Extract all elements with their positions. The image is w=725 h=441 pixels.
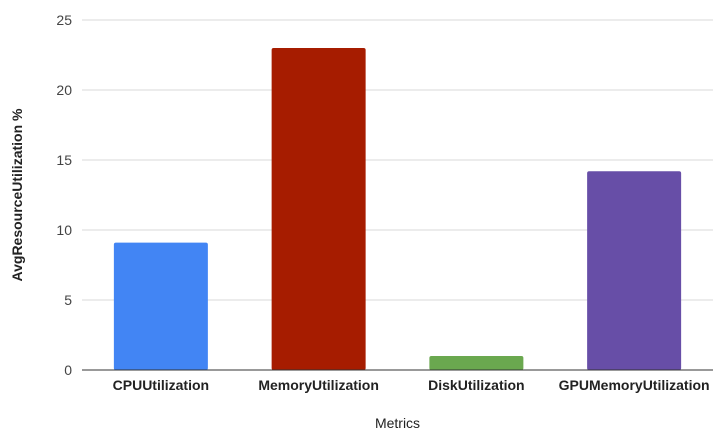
y-tick-label: 10 <box>56 222 72 238</box>
y-tick-label: 20 <box>56 82 72 98</box>
bar-CPUUtilization <box>113 242 208 370</box>
x-axis-ticks: CPUUtilization MemoryUtilization DiskUtili… <box>113 377 710 393</box>
y-tick-label: 5 <box>64 292 72 308</box>
y-tick-label: 25 <box>56 12 72 28</box>
bar-GPUMemoryUtilization <box>587 171 682 370</box>
x-tick-label: DiskUtilization <box>428 377 524 393</box>
y-axis-title: AvgResourceUtilization % <box>9 108 25 282</box>
x-axis-title: Metrics <box>375 415 420 431</box>
bar-DiskUtilization <box>429 356 524 370</box>
x-tick-label: CPUUtilization <box>113 377 209 393</box>
bars <box>113 48 682 370</box>
y-axis-ticks: 0 5 10 15 20 25 <box>56 12 72 378</box>
y-tick-label: 15 <box>56 152 72 168</box>
y-tick-label: 0 <box>64 362 72 378</box>
x-tick-label: MemoryUtilization <box>258 377 379 393</box>
x-tick-label: GPUMemoryUtilization <box>559 377 710 393</box>
bar-MemoryUtilization <box>271 48 366 370</box>
